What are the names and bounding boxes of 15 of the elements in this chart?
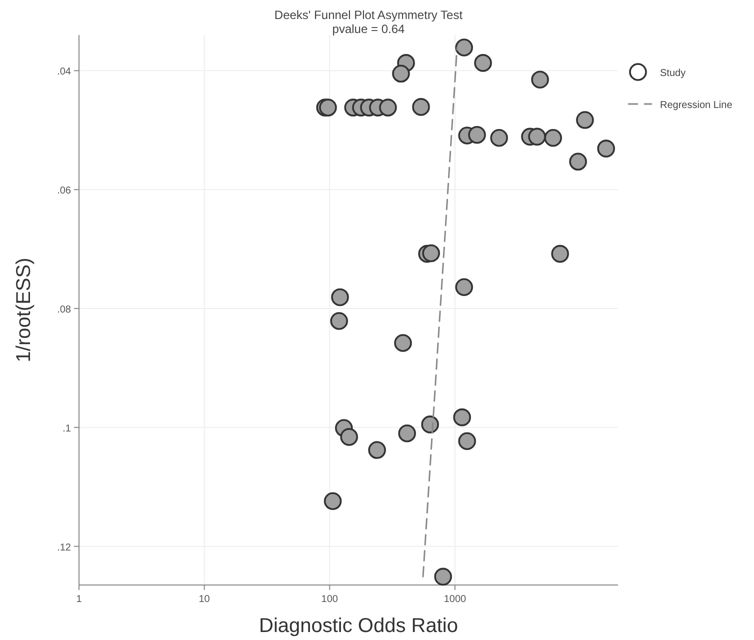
legend-label: Study [660,68,686,79]
chart-title: Deeks' Funnel Plot Asymmetry Test [274,8,464,22]
x-tick-label: 100 [321,594,338,605]
legend-label: Regression Line [660,100,733,111]
x-tick-label: 10 [198,594,210,605]
y-tick-label: .04 [57,66,72,78]
x-tick-label: 1 [76,594,82,605]
y-tick-label: .1 [62,423,72,434]
y-axis-title: 1/root(ESS) [13,258,35,362]
x-tick-label: 1000 [444,594,467,605]
x-axis-title: Diagnostic Odds Ratio [259,615,458,637]
y-tick-label: .08 [57,304,72,316]
y-tick-label: .06 [57,186,72,197]
chart-subtitle: pvalue = 0.64 [332,22,406,36]
y-tick-label: .12 [57,542,72,554]
